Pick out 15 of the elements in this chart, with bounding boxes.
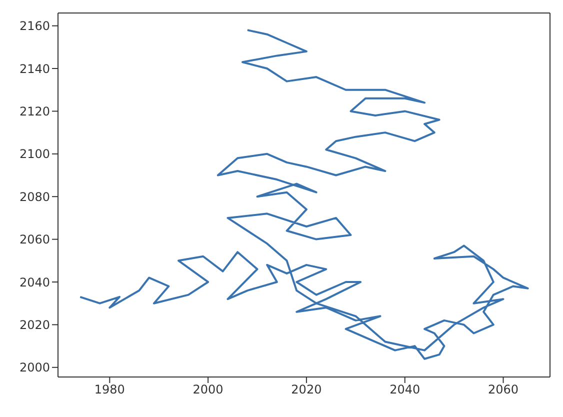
x-tick-label: 2020: [291, 382, 322, 397]
y-tick-label: 2080: [19, 190, 50, 204]
y-tick-label: 2160: [19, 19, 50, 34]
x-tick-label: 2000: [192, 382, 224, 397]
line-series: [79, 29, 529, 360]
y-tick-label: 2040: [19, 275, 50, 290]
x-tick-label: 1980: [94, 382, 125, 397]
x-tick-label: 2060: [488, 382, 519, 397]
y-tick-label: 2000: [19, 360, 50, 375]
y-tick-label: 2060: [19, 232, 50, 247]
y-tick-label: 2120: [19, 104, 50, 118]
y-tick-label: 2020: [19, 318, 50, 332]
y-tick-label: 2100: [19, 147, 50, 162]
x-tick-label: 2040: [390, 382, 420, 397]
y-tick-label: 2140: [19, 62, 50, 76]
